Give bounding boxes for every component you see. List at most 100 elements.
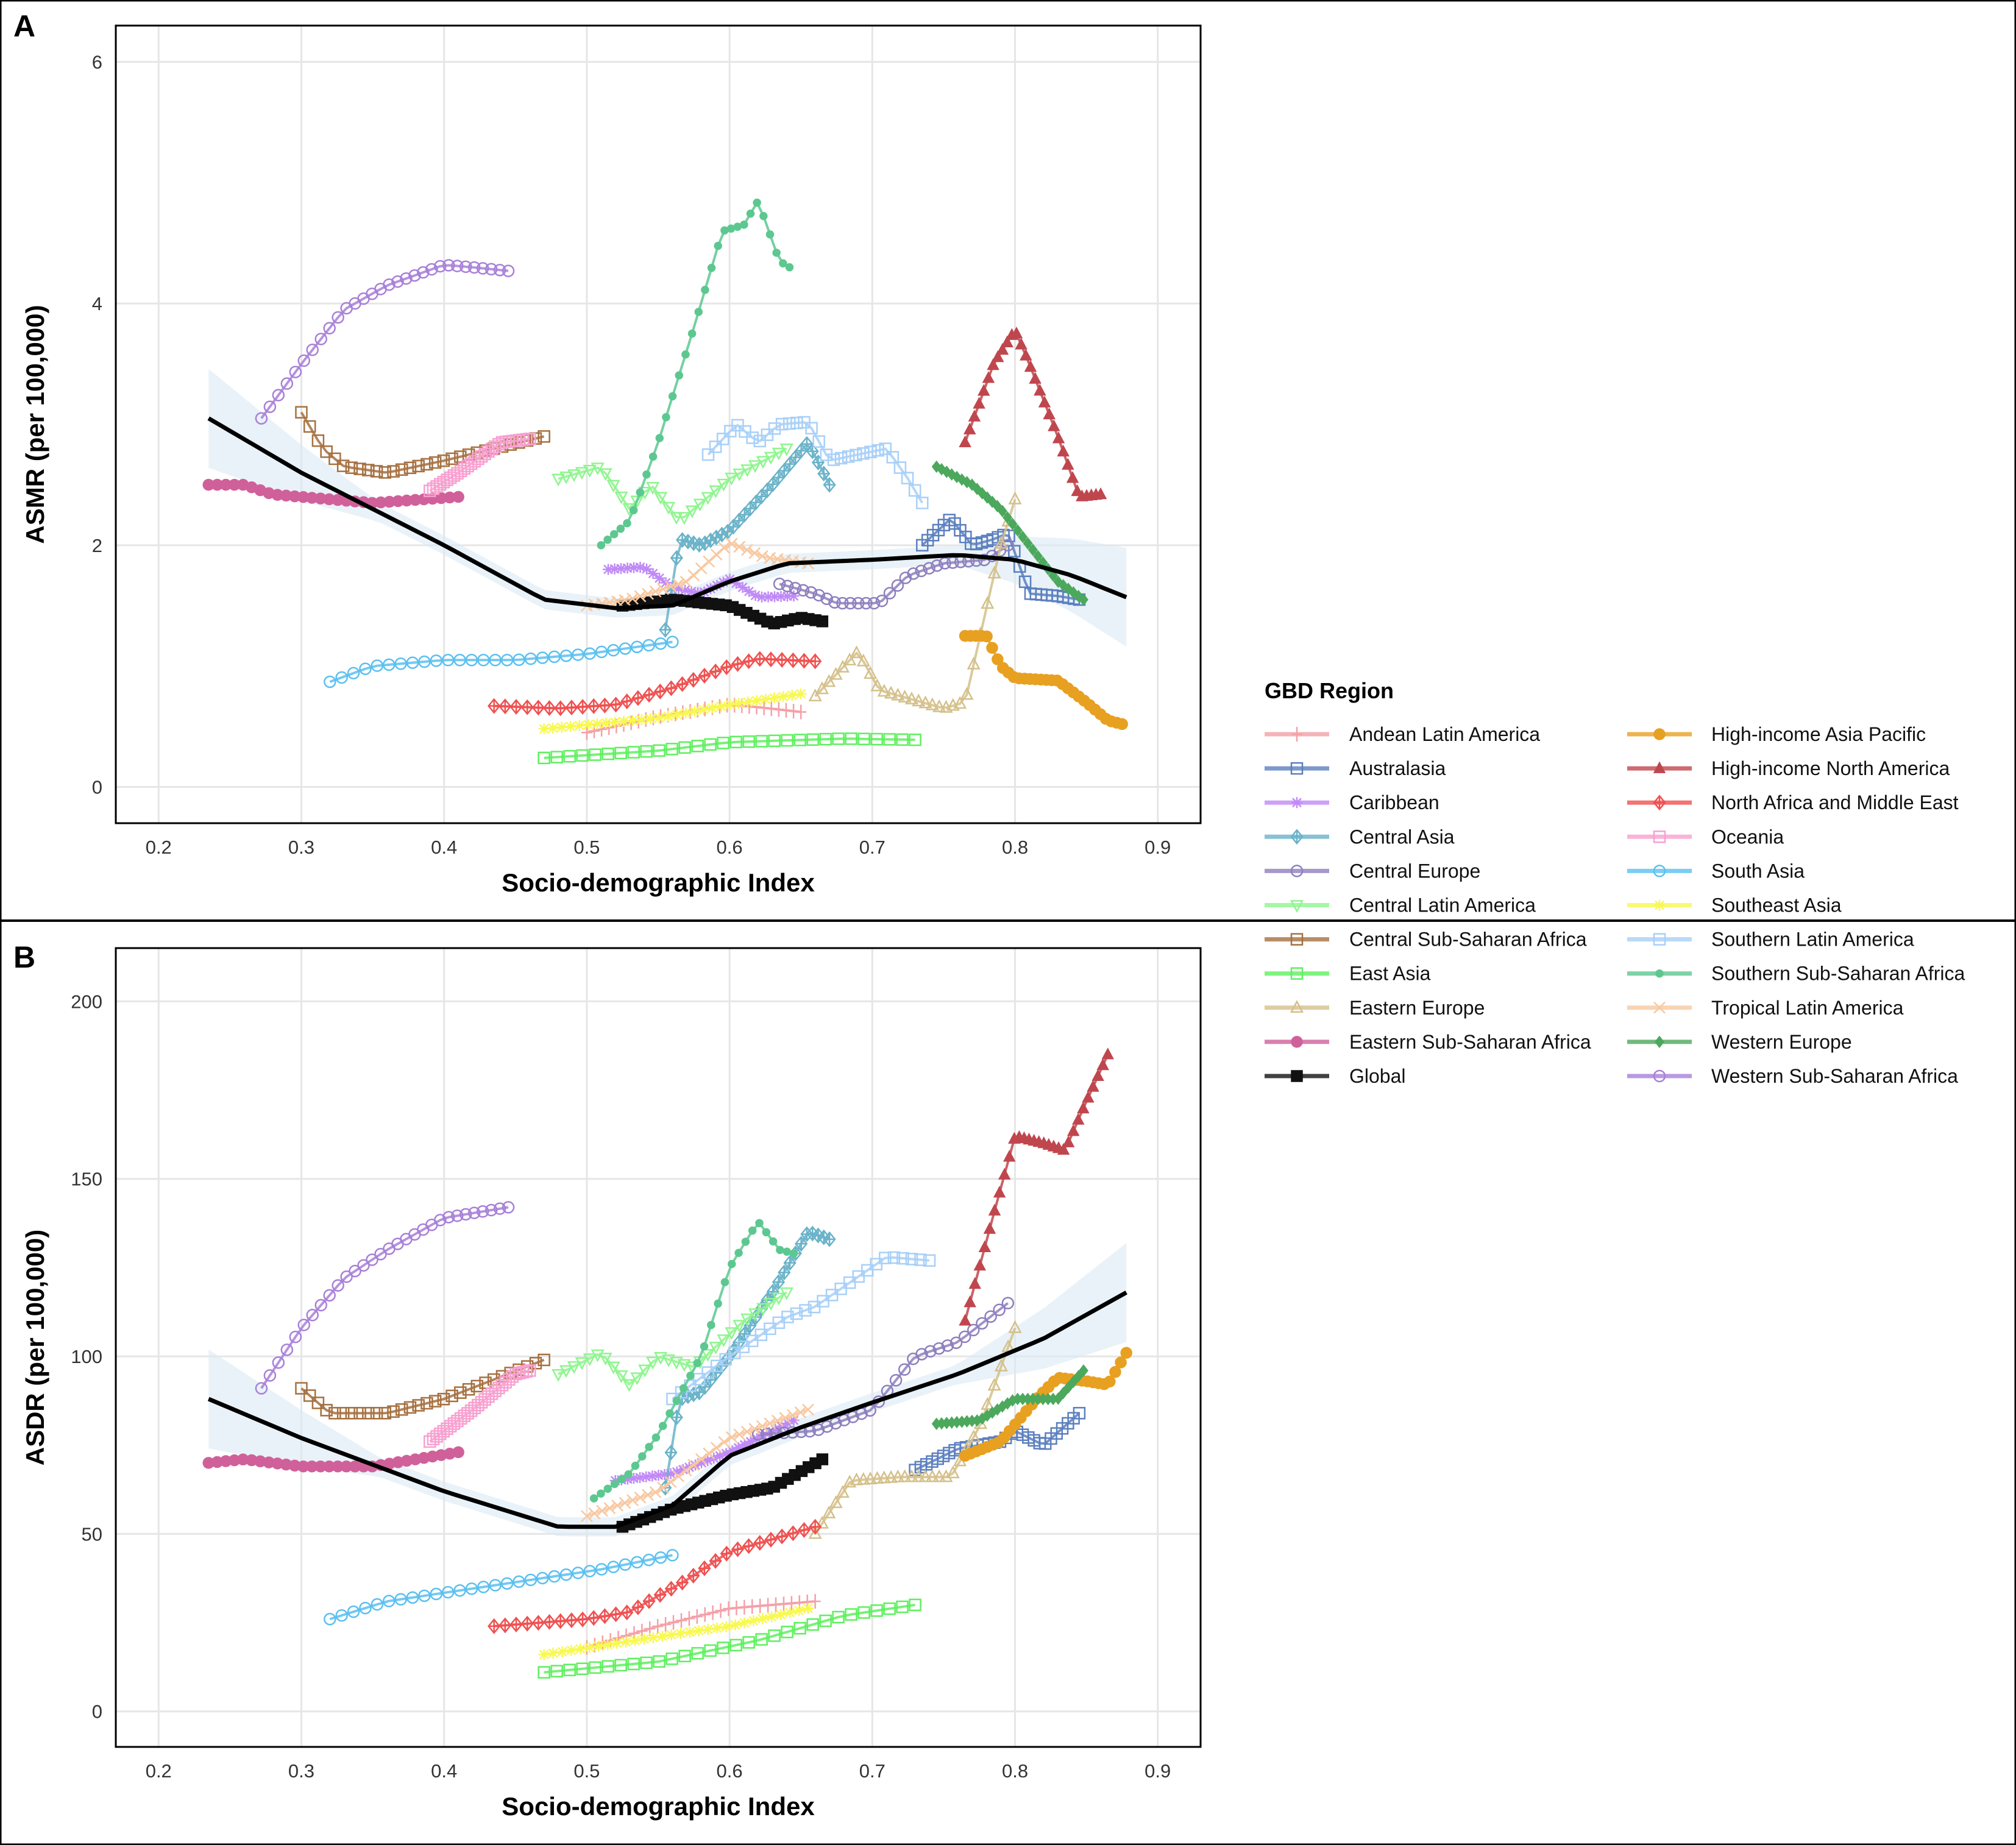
data-point: [689, 706, 700, 717]
data-point: [891, 1469, 905, 1482]
data-point: [1001, 335, 1013, 347]
series-south-asia: [324, 1549, 679, 1626]
data-point: [769, 591, 780, 603]
data-point: [653, 492, 668, 505]
data-point: [680, 575, 692, 588]
legend-key-marker: [1290, 1000, 1304, 1013]
data-point: [500, 654, 514, 667]
data-point: [828, 596, 841, 609]
data-point: [664, 580, 677, 593]
data-point: [311, 1397, 325, 1409]
data-point: [981, 596, 995, 609]
data-point: [1077, 1101, 1090, 1114]
data-point: [453, 654, 466, 667]
data-point: [587, 1610, 600, 1626]
data-point: [701, 1366, 714, 1379]
data-point: [977, 384, 990, 396]
data-point: [1008, 491, 1022, 505]
series-southern-sub-saharan-africa: [589, 1219, 798, 1503]
data-point: [538, 430, 550, 443]
data-point: [328, 452, 341, 466]
data-point: [770, 1424, 781, 1436]
data-point: [263, 400, 277, 413]
data-point: [823, 476, 836, 493]
data-point: [786, 1409, 799, 1422]
x-tick-label: 0.7: [859, 1760, 886, 1782]
series-central-europe: [773, 539, 1015, 610]
data-point: [559, 649, 573, 662]
data-point: [400, 272, 413, 285]
data-point: [434, 260, 447, 273]
data-point: [912, 693, 926, 707]
data-point: [780, 703, 792, 718]
data-point: [832, 1610, 845, 1624]
data-point: [679, 1384, 688, 1393]
data-point: [524, 652, 538, 665]
data-point: [912, 1469, 926, 1482]
data-point: [450, 1209, 464, 1222]
x-tick-label: 0.2: [146, 1760, 172, 1782]
legend-item: South Asia: [1627, 860, 1805, 882]
legend-item: Andean Latin America: [1265, 723, 1540, 745]
data-point: [720, 1278, 729, 1287]
data-point: [657, 583, 669, 595]
legend-label: Central Europe: [1349, 860, 1480, 882]
series-global: [616, 1453, 829, 1533]
legend-label: Eastern Sub-Saharan Africa: [1349, 1031, 1591, 1053]
data-point: [624, 1470, 633, 1479]
data-point: [1003, 511, 1013, 524]
data-point: [459, 1208, 472, 1221]
data-point: [692, 1373, 706, 1386]
data-point: [520, 1365, 533, 1378]
data-point: [661, 501, 676, 515]
data-point: [904, 692, 919, 705]
x-tick-label: 0.2: [146, 837, 172, 858]
series-eastern-sub-saharan-africa: [202, 478, 464, 509]
data-point: [1115, 1356, 1127, 1369]
data-point: [641, 563, 653, 575]
data-point: [607, 1560, 620, 1573]
data-point: [640, 745, 653, 758]
legend-key-marker: [1653, 933, 1666, 946]
data-point: [584, 1641, 595, 1653]
data-point: [1091, 1069, 1104, 1082]
y-tick-label: 4: [92, 293, 102, 314]
data-point: [696, 1457, 708, 1468]
data-point: [734, 1248, 743, 1257]
data-point: [454, 450, 467, 463]
legend-label: Western Sub-Saharan Africa: [1711, 1065, 1958, 1087]
smooth-fit-line: [207, 416, 1127, 611]
legend-label: Andean Latin America: [1349, 723, 1540, 745]
data-point: [977, 487, 987, 500]
data-point: [484, 1203, 498, 1217]
data-point: [387, 465, 400, 478]
data-point: [737, 581, 748, 593]
data-point: [719, 1353, 732, 1366]
data-point: [819, 732, 832, 746]
data-point: [295, 406, 308, 419]
data-point: [953, 696, 967, 709]
data-point: [739, 425, 751, 438]
data-point: [583, 647, 596, 660]
data-point: [665, 1409, 674, 1418]
data-point: [768, 1237, 778, 1246]
data-point: [884, 685, 898, 699]
data-point: [631, 1461, 640, 1470]
data-point: [538, 1353, 550, 1367]
data-point: [589, 1661, 602, 1674]
data-point: [976, 1317, 988, 1330]
data-point: [1001, 1297, 1015, 1309]
data-point: [576, 1662, 589, 1676]
data-point: [764, 651, 778, 668]
data-point: [657, 1481, 669, 1494]
data-point: [673, 583, 684, 595]
legend-label: Southern Sub-Saharan Africa: [1711, 963, 1965, 985]
data-point: [581, 725, 592, 740]
data-point: [806, 443, 819, 459]
data-point: [627, 1657, 640, 1671]
data-point: [984, 1310, 997, 1323]
x-tick-label: 0.9: [1145, 1760, 1171, 1782]
data-point: [915, 564, 928, 578]
series-central-latin-america: [551, 443, 793, 525]
data-point: [589, 1494, 598, 1503]
